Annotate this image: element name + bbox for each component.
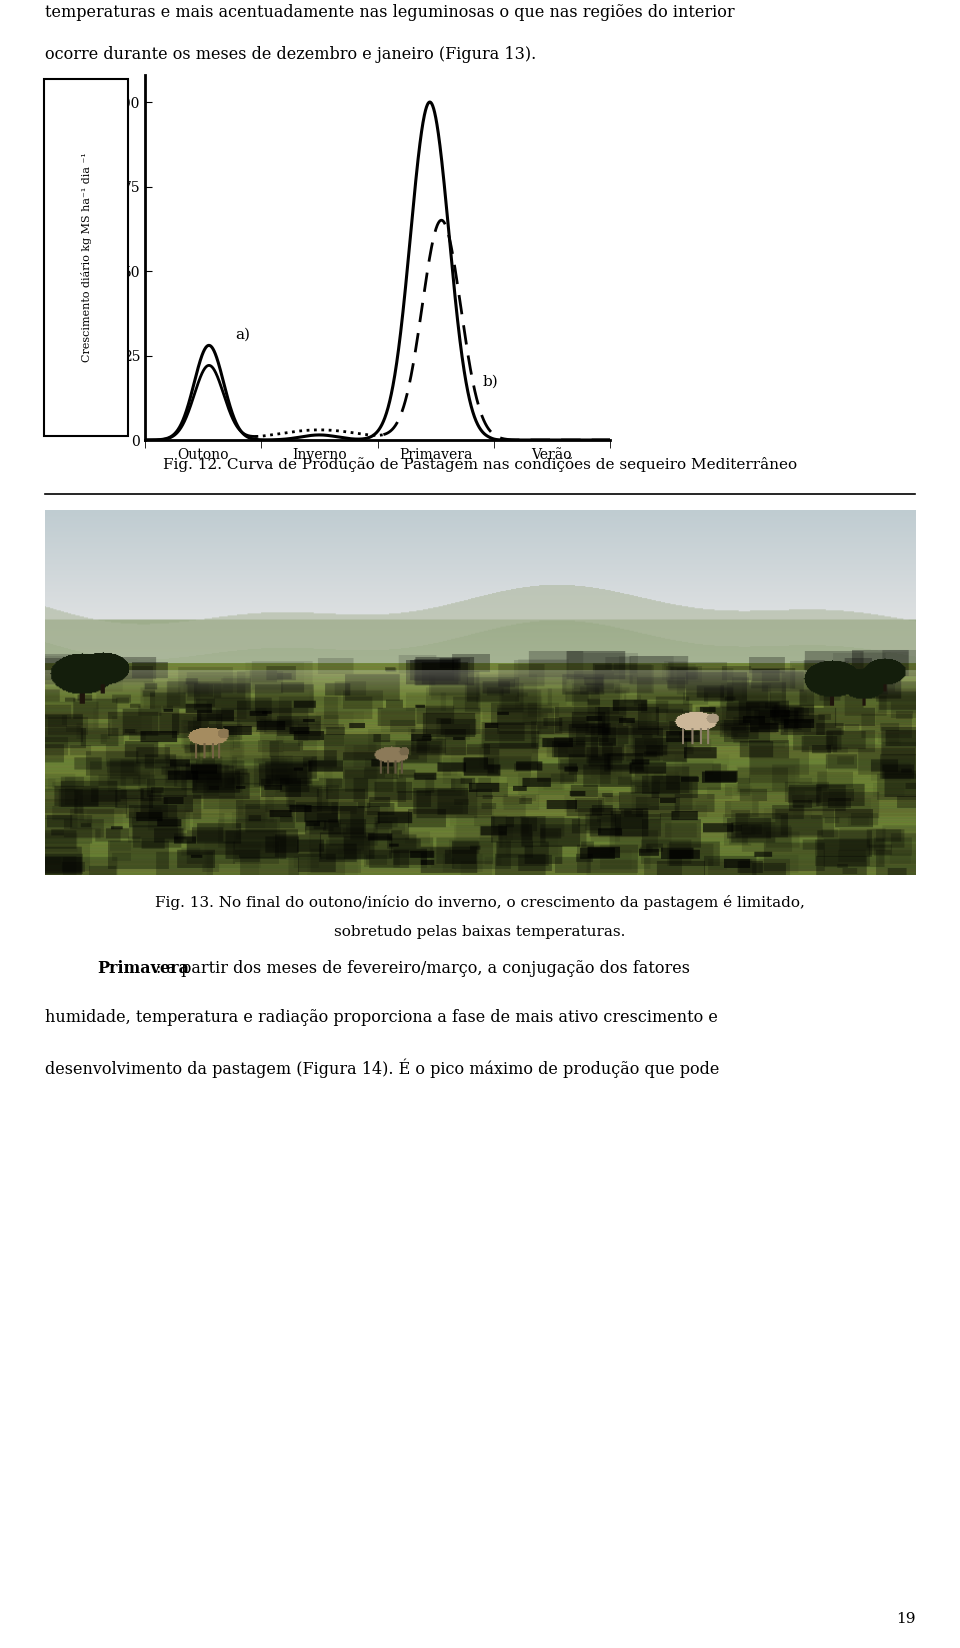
Text: 19: 19: [896, 1612, 915, 1627]
Text: ocorre durante os meses de dezembro e janeiro (Figura 13).: ocorre durante os meses de dezembro e ja…: [45, 46, 536, 63]
Text: temperaturas e mais acentuadamente nas leguminosas o que nas regiões do interior: temperaturas e mais acentuadamente nas l…: [45, 3, 734, 21]
Text: humidade, temperatura e radiação proporciona a fase de mais ativo crescimento e: humidade, temperatura e radiação proporc…: [45, 1010, 718, 1027]
Text: Fig. 12. Curva de Produção de Pastagem nas condições de sequeiro Mediterrâneo: Fig. 12. Curva de Produção de Pastagem n…: [163, 458, 797, 473]
Text: b): b): [482, 376, 498, 389]
Text: a): a): [235, 328, 251, 341]
Text: Crescimento diário kg MS ha⁻¹ dia ⁻¹: Crescimento diário kg MS ha⁻¹ dia ⁻¹: [81, 153, 91, 363]
Text: desenvolvimento da pastagem (Figura 14). É o pico máximo de produção que pode: desenvolvimento da pastagem (Figura 14).…: [45, 1060, 719, 1078]
Text: Primavera: Primavera: [98, 959, 189, 977]
Text: Fig. 13. No final do outono/início do inverno, o crescimento da pastagem é limit: Fig. 13. No final do outono/início do in…: [156, 895, 804, 910]
Text: : a partir dos meses de fevereiro/março, a conjugação dos fatores: : a partir dos meses de fevereiro/março,…: [156, 959, 690, 977]
Text: sobretudo pelas baixas temperaturas.: sobretudo pelas baixas temperaturas.: [334, 925, 626, 939]
